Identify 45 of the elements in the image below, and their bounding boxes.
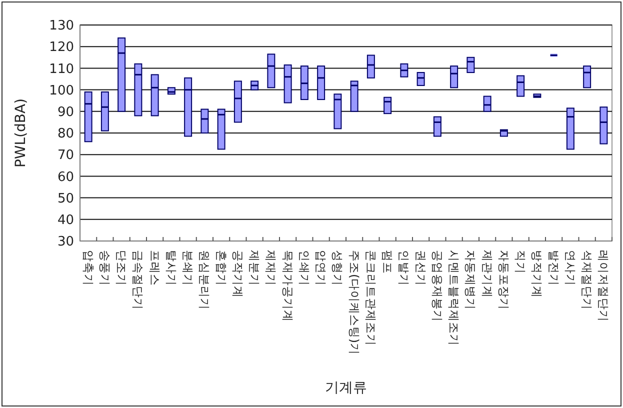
x-tick-label: 펌프 — [380, 250, 395, 274]
x-tick-label: 제관기계 — [480, 250, 494, 298]
x-tick-label: 시멘트블럭제조기 — [447, 250, 462, 346]
y-tick-label: 60 — [57, 170, 74, 185]
y-tick-label: 40 — [57, 212, 74, 228]
x-tick-label: 압연기 — [314, 250, 328, 286]
x-tick-label: 프레스 — [148, 250, 162, 286]
x-tick-label: 연사기 — [563, 250, 578, 286]
y-tick-label: 90 — [57, 104, 74, 120]
x-tick-label: 인쇄기 — [297, 250, 312, 286]
y-tick-label: 30 — [57, 234, 74, 250]
x-tick-label: 금속절단기 — [131, 250, 146, 310]
x-tick-label: 제분기 — [248, 250, 262, 286]
y-tick-label: 80 — [57, 126, 74, 142]
x-tick-label: 성형기 — [330, 250, 345, 286]
x-tick-label: 발전기 — [546, 250, 561, 286]
x-tick-label: 석재절단기 — [580, 250, 594, 310]
x-tick-label: 레이저절단기 — [596, 250, 611, 322]
x-tick-label: 송풍기 — [98, 250, 112, 286]
x-tick-label: 공업용재봉기 — [430, 250, 444, 322]
y-tick-label: 130 — [49, 18, 74, 34]
y-axis-title: PWL(dBA) — [13, 98, 29, 168]
x-tick-label: 원심분리기 — [198, 250, 212, 310]
x-tick-label: 압축기 — [81, 250, 96, 286]
x-tick-label: 공작기계 — [230, 250, 245, 298]
x-tick-label: 분쇄기 — [181, 250, 196, 286]
y-tick-label: 120 — [49, 40, 74, 56]
y-tick-label: 100 — [49, 83, 74, 98]
x-tick-label: 인발기 — [397, 250, 412, 286]
y-tick-label: 70 — [57, 148, 74, 164]
x-tick-label: 방적기계 — [530, 250, 544, 298]
x-tick-label: 권선기 — [414, 250, 428, 286]
x-tick-label: 목재가공기계 — [280, 250, 295, 322]
x-axis-title: 기계류 — [325, 380, 367, 396]
y-tick-label: 110 — [49, 62, 74, 77]
x-tick-label: 혼합기 — [214, 250, 228, 286]
x-tick-label: 직기 — [514, 250, 528, 274]
y-tick-label: 50 — [57, 191, 74, 206]
x-tick-label: 단조기 — [114, 250, 129, 286]
x-tick-label: 자동제병기 — [464, 250, 478, 310]
x-tick-label: 자동포장기 — [496, 250, 511, 310]
x-tick-label: 제재기 — [264, 250, 278, 286]
x-tick-label: 주조(다이케스팅)기 — [347, 250, 362, 355]
x-tick-label: 콘크리트관제조기 — [364, 250, 378, 346]
x-tick-label: 탈사기 — [164, 250, 178, 286]
